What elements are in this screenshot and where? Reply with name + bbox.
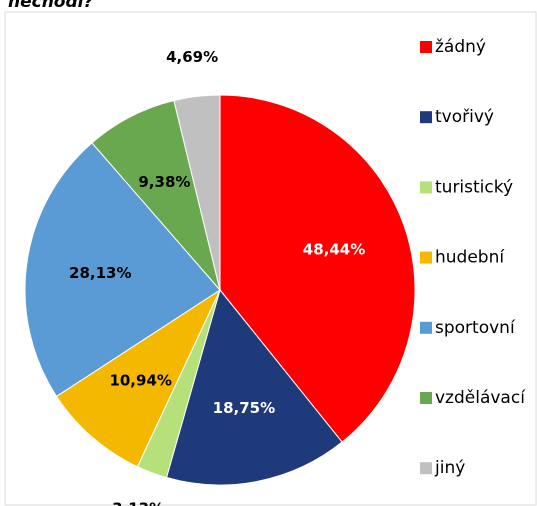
pie-slice: [55, 288, 222, 468]
legend-label: vzdělávací: [435, 388, 526, 408]
data-label: 10,94%: [109, 372, 171, 390]
legend-swatch: [420, 392, 432, 404]
legend-label: jiný: [434, 458, 465, 478]
pie-slice: [24, 142, 221, 398]
legend-swatch: [420, 111, 432, 124]
pie-slice: [173, 94, 221, 291]
legend-swatch: [420, 462, 432, 475]
pie-slice: [219, 94, 416, 443]
legend-swatch: [420, 321, 432, 334]
data-label: 18,75%: [213, 399, 275, 417]
chart-title: nechodí?: [8, 0, 93, 12]
data-label: 3,13%: [112, 500, 164, 506]
legend-label: hudební: [435, 248, 505, 268]
legend-label: žádný: [435, 37, 486, 57]
legend-swatch: [420, 181, 432, 194]
legend-swatch: [420, 41, 432, 53]
data-label: 4,69%: [166, 48, 218, 66]
pie-slice: [165, 288, 343, 486]
legend-label: sportovní: [435, 318, 516, 338]
data-label: 9,38%: [138, 173, 190, 191]
legend-label: tvořivý: [435, 107, 494, 127]
data-label: 48,44%: [303, 240, 365, 258]
legend-swatch: [420, 251, 432, 264]
legend-label: turistický: [435, 177, 513, 197]
data-label: 28,13%: [69, 264, 131, 282]
